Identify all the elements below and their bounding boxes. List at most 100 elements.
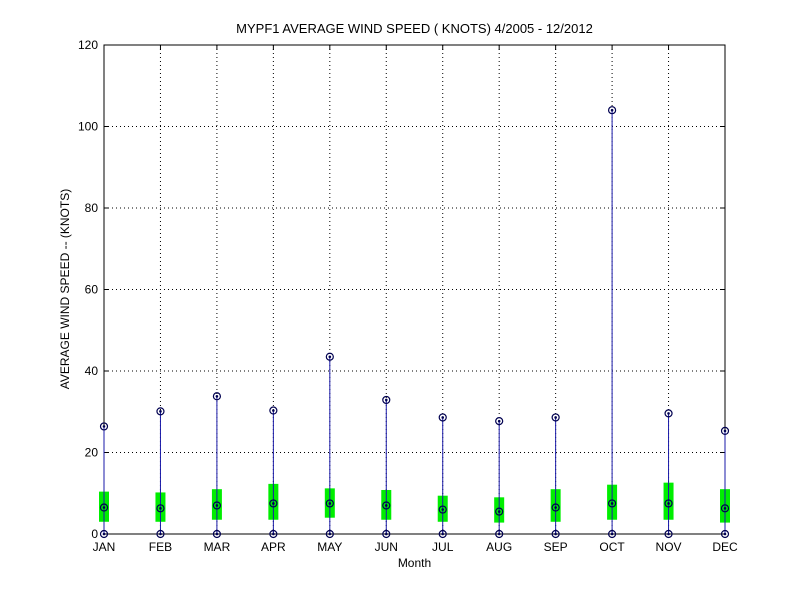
min-marker [212, 529, 222, 539]
min-marker-dot [272, 532, 275, 536]
min-marker [720, 529, 730, 539]
max-marker-dot [441, 416, 445, 419]
median-marker-dot [328, 502, 332, 505]
min-marker-dot [610, 532, 614, 536]
y-tick-label: 40 [85, 364, 99, 378]
min-marker [269, 529, 278, 539]
max-marker [438, 413, 447, 422]
x-tick-label: SEP [544, 540, 568, 554]
median-marker-dot [102, 506, 106, 509]
median-marker-dot [272, 502, 275, 505]
x-tick-label: AUG [486, 540, 512, 554]
median-marker-dot [159, 507, 162, 510]
median-marker [664, 499, 673, 508]
max-marker-dot [328, 355, 332, 359]
y-tick-label: 0 [91, 527, 98, 541]
max-marker [607, 106, 617, 115]
min-marker [382, 529, 391, 539]
max-marker-dot [723, 429, 727, 433]
min-marker [438, 529, 447, 539]
box-feb [155, 407, 166, 539]
box-jun [381, 395, 392, 539]
median-marker-dot [441, 508, 445, 511]
min-marker [607, 529, 617, 539]
y-tick-label: 80 [85, 201, 99, 215]
max-marker-dot [384, 398, 388, 402]
max-marker-dot [610, 108, 614, 112]
chart-title: MYPF1 AVERAGE WIND SPEED ( KNOTS) 4/2005… [236, 21, 593, 36]
box-jan [99, 422, 109, 539]
min-marker-dot [215, 532, 219, 536]
y-tick-label: 100 [78, 120, 98, 134]
max-marker [156, 407, 165, 416]
x-tick-label: APR [261, 540, 286, 554]
max-marker-dot [554, 416, 557, 419]
x-tick-label: JUL [432, 540, 454, 554]
median-marker-dot [215, 504, 219, 507]
min-marker [156, 529, 165, 539]
max-marker [551, 413, 560, 422]
box-apr [268, 406, 279, 539]
min-marker-dot [159, 532, 162, 536]
max-marker [99, 422, 109, 431]
min-marker-dot [441, 532, 445, 536]
min-marker-dot [384, 532, 388, 536]
median-marker-dot [554, 506, 557, 509]
median-marker [382, 501, 391, 510]
box-may [324, 352, 335, 539]
max-marker [212, 392, 222, 401]
max-marker [269, 406, 278, 415]
median-marker [720, 504, 730, 513]
min-marker-dot [723, 532, 727, 536]
median-marker-dot [667, 502, 670, 505]
box-oct [607, 106, 618, 539]
median-marker-dot [384, 504, 388, 507]
min-marker-dot [497, 532, 501, 536]
box-jul [437, 413, 448, 539]
box-aug [494, 417, 505, 539]
max-marker-dot [215, 394, 219, 398]
min-marker-dot [667, 532, 670, 536]
min-marker-dot [328, 532, 332, 536]
max-marker [495, 417, 504, 426]
box-dec [720, 426, 730, 539]
plot-frame [103, 44, 726, 535]
x-tick-label: MAY [317, 540, 342, 554]
median-marker-dot [610, 502, 614, 505]
min-marker [495, 529, 504, 539]
x-tick-label: FEB [149, 540, 172, 554]
x-tick-label: OCT [599, 540, 625, 554]
y-tick-label: 20 [85, 446, 99, 460]
max-marker [325, 352, 334, 361]
x-tick-label: NOV [656, 540, 682, 554]
median-marker-dot [497, 510, 501, 513]
max-marker-dot [667, 412, 670, 415]
x-tick-label: MAR [204, 540, 231, 554]
box-sep [550, 413, 561, 539]
median-marker [607, 499, 617, 508]
max-marker-dot [102, 425, 106, 428]
max-marker [664, 409, 673, 418]
median-marker [99, 503, 109, 512]
y-tick-label: 120 [78, 38, 98, 52]
max-marker [720, 426, 730, 436]
min-marker-dot [554, 532, 557, 536]
max-marker-dot [159, 410, 162, 413]
x-tick-label: JUN [375, 540, 398, 554]
median-marker [269, 499, 278, 508]
x-tick-label: DEC [712, 540, 738, 554]
median-marker [325, 499, 334, 508]
max-marker-dot [497, 419, 501, 423]
max-marker [382, 395, 391, 405]
median-marker-dot [723, 507, 727, 510]
median-marker [438, 505, 447, 514]
x-axis-label: Month [397, 556, 432, 570]
median-marker [495, 507, 504, 516]
x-tick-label: JAN [93, 540, 116, 554]
median-marker [212, 501, 222, 510]
max-marker-dot [272, 409, 275, 412]
median-marker [156, 504, 165, 513]
median-marker [551, 503, 560, 512]
box-mar [211, 392, 222, 539]
